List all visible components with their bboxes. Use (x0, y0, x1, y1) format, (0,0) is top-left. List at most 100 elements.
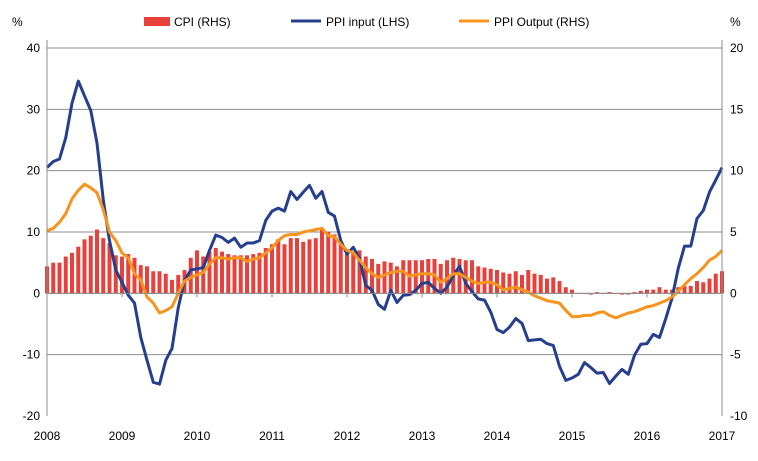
cpi-bar (170, 279, 174, 294)
cpi-bar (395, 266, 399, 294)
cpi-bar (476, 266, 481, 294)
cpi-bar (520, 274, 524, 294)
cpi-bar (345, 249, 349, 294)
cpi-bar (157, 271, 162, 294)
cpi-bar (657, 287, 662, 294)
cpi-bar (57, 262, 62, 294)
cpi-bar (113, 255, 118, 294)
cpi-bar (413, 260, 418, 294)
cpi-bar (301, 241, 306, 294)
cpi-bar (357, 250, 362, 294)
left-tick-label: 40 (27, 41, 41, 55)
x-tick-label: 2014 (484, 429, 511, 443)
cpi-bar (513, 271, 518, 294)
cpi-bar (101, 238, 106, 294)
right-axis-unit: % (730, 15, 741, 29)
cpi-bar (626, 293, 631, 295)
cpi-bar (363, 256, 368, 294)
cpi-bar (557, 281, 562, 294)
cpi-bar (388, 262, 393, 294)
series-lines (45, 79, 724, 386)
cpi-bar (682, 285, 687, 294)
cpi-bar (207, 251, 212, 294)
cpi-bar (195, 250, 199, 294)
left-tick-label: 0 (33, 286, 40, 300)
cpi-bar (632, 292, 637, 294)
cpi-bar (588, 293, 593, 295)
cpi-bar (251, 254, 256, 294)
cpi-bar (401, 260, 406, 294)
cpi-bar (145, 266, 149, 294)
cpi-bar (370, 258, 374, 294)
cpi-bar (213, 247, 218, 294)
cpi-bar (332, 234, 337, 294)
cpi-bar (620, 293, 624, 295)
legend-label-ppi-input: PPI input (LHS) (326, 15, 409, 29)
cpi-bar (176, 274, 181, 294)
x-tick-label: 2016 (634, 429, 661, 443)
cpi-bar (270, 244, 274, 294)
x-tick-label: 2008 (34, 429, 61, 443)
cpi-bar (201, 256, 206, 294)
right-tick-label: 5 (730, 225, 737, 239)
right-tick-label: -5 (730, 348, 741, 362)
cpi-bar (313, 238, 318, 294)
right-tick-label: 0 (730, 286, 737, 300)
x-tick-label: 2013 (409, 429, 436, 443)
cpi-bar (707, 278, 712, 294)
cpi-bar (238, 255, 243, 294)
cpi-bar (420, 260, 424, 294)
right-tick-label: 10 (730, 164, 744, 178)
cpi-bar (276, 239, 281, 294)
cpi-bar (226, 254, 231, 294)
cpi-bar (263, 247, 268, 294)
cpi-bar (382, 261, 387, 294)
left-tick-label: -20 (23, 409, 41, 423)
left-tick-label: -10 (23, 348, 41, 362)
cpi-bar (295, 238, 299, 294)
cpi-bar (526, 270, 531, 294)
cpi-bar (232, 255, 237, 294)
right-tick-label: -10 (730, 409, 748, 423)
cpi-bar (645, 289, 649, 294)
cpi-bar (470, 260, 474, 294)
left-tick-label: 10 (27, 225, 41, 239)
cpi-bar (76, 246, 81, 294)
cpi-bar (545, 278, 549, 294)
cpi-bar (288, 238, 293, 294)
cpi-bar (595, 292, 599, 294)
cpi-bars (45, 229, 724, 295)
cpi-bar (245, 255, 249, 294)
cpi-bar (95, 229, 99, 294)
right-tick-label: 15 (730, 102, 744, 116)
cpi-bar (151, 271, 156, 294)
cpi-bar (713, 273, 718, 294)
left-axis-unit: % (12, 15, 23, 29)
legend-swatch-cpi (144, 17, 170, 26)
x-tick-label: 2017 (709, 429, 736, 443)
cpi-bar (501, 272, 506, 294)
cpi-bar (701, 282, 706, 294)
cpi-bar (538, 274, 543, 294)
cpi-bar (426, 258, 431, 294)
axes: -20 -10 0 10 20 30 40 -10 -5 0 5 10 15 20 2008 2009 2010… (23, 40, 748, 443)
cpi-bar (220, 251, 224, 294)
cpi-bar (320, 229, 324, 294)
cpi-bar (688, 285, 693, 294)
cpi-bar (457, 258, 462, 294)
cpi-bar (563, 287, 568, 294)
cpi-bar (163, 273, 168, 294)
cpi-bar (51, 262, 56, 294)
ppi-output-line (46, 182, 724, 320)
cpi-bar (307, 239, 312, 294)
right-tick-label: 20 (730, 41, 744, 55)
cpi-bar (663, 289, 668, 294)
cpi-bar (326, 232, 331, 294)
cpi-bar (70, 252, 74, 294)
cpi-bar (551, 277, 556, 294)
left-tick-label: 20 (27, 164, 41, 178)
legend-label-ppi-output: PPI Output (RHS) (494, 15, 589, 29)
cpi-bar (695, 281, 699, 294)
